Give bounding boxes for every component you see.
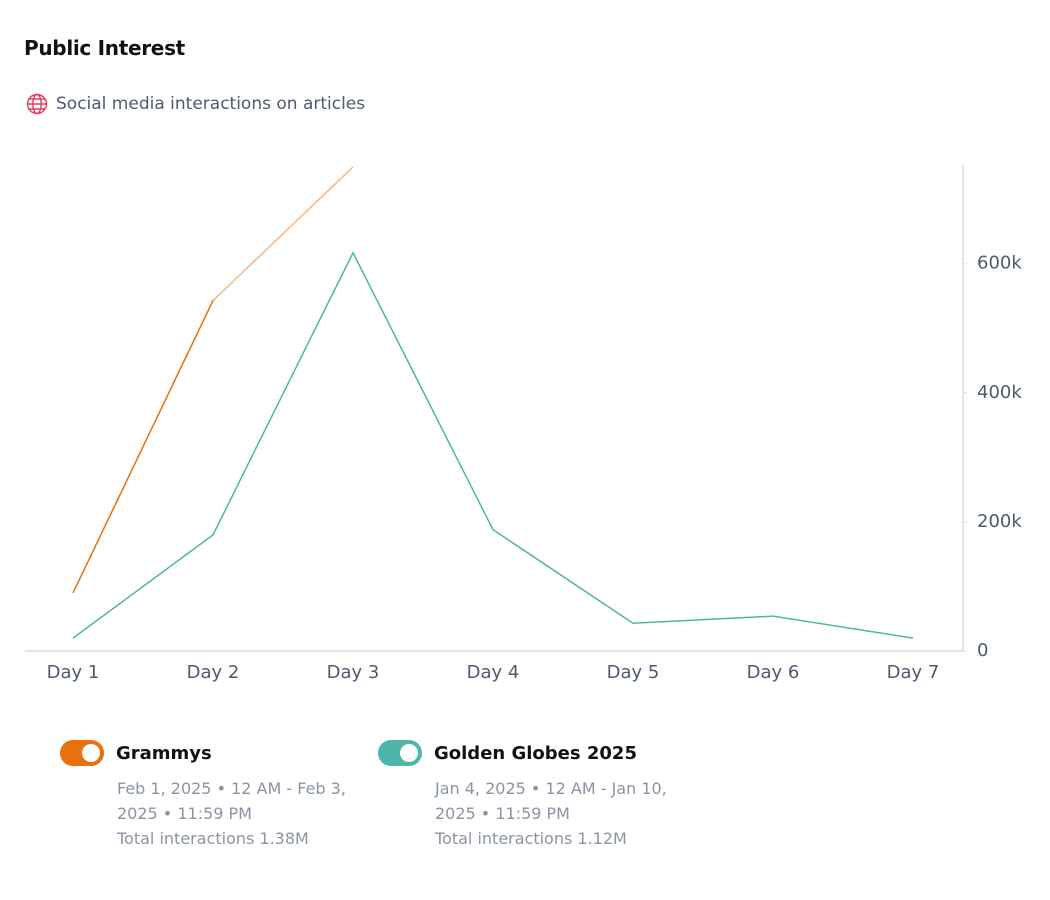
- series-line: [72, 251, 914, 639]
- globe-icon: [26, 93, 48, 115]
- x-tick-label: Day 7: [887, 662, 940, 683]
- x-tick-label: Day 3: [327, 662, 380, 683]
- series-line: [72, 166, 354, 594]
- subtitle: Social media interactions on articles: [26, 93, 365, 115]
- x-tick-label: Day 4: [467, 662, 520, 683]
- legend-item: Golden Globes 2025 Jan 4, 2025 • 12 AM - …: [378, 740, 667, 851]
- legend-details: Feb 1, 2025 • 12 AM - Feb 3, 2025 • 11:5…: [117, 776, 352, 851]
- y-tick-label: 0: [977, 640, 988, 661]
- series-toggle[interactable]: [378, 740, 422, 766]
- legend-item: Grammys Feb 1, 2025 • 12 AM - Feb 3, 2025…: [60, 740, 346, 851]
- legend-name: Grammys: [116, 742, 212, 764]
- y-tick-label: 600k: [977, 253, 1022, 274]
- x-tick-label: Day 2: [187, 662, 240, 683]
- subtitle-text: Social media interactions on articles: [56, 94, 366, 114]
- legend-head: Golden Globes 2025: [378, 740, 638, 766]
- legend-total: Total interactions 1.38M: [117, 829, 309, 848]
- y-tick-label: 200k: [977, 511, 1022, 532]
- legend-period: Jan 4, 2025 • 12 AM - Jan 10, 2025 • 11:…: [435, 779, 667, 823]
- x-tick-label: Day 1: [47, 662, 100, 683]
- legend-details: Jan 4, 2025 • 12 AM - Jan 10, 2025 • 11:…: [435, 776, 670, 851]
- legend-head: Grammys: [60, 740, 320, 766]
- series-toggle[interactable]: [60, 740, 104, 766]
- y-tick-label: 400k: [977, 382, 1022, 403]
- legend-name: Golden Globes 2025: [434, 742, 637, 764]
- x-tick-label: Day 5: [607, 662, 660, 683]
- legend-total: Total interactions 1.12M: [435, 829, 627, 848]
- chart: 0 200k 400k 600k Day 1 Day 2 Day 3 Day 4 Day 5 Da…: [25, 165, 1022, 683]
- title: Public Interest: [24, 36, 185, 60]
- x-tick-label: Day 6: [747, 662, 800, 683]
- legend-period: Feb 1, 2025 • 12 AM - Feb 3, 2025 • 11:5…: [117, 779, 346, 823]
